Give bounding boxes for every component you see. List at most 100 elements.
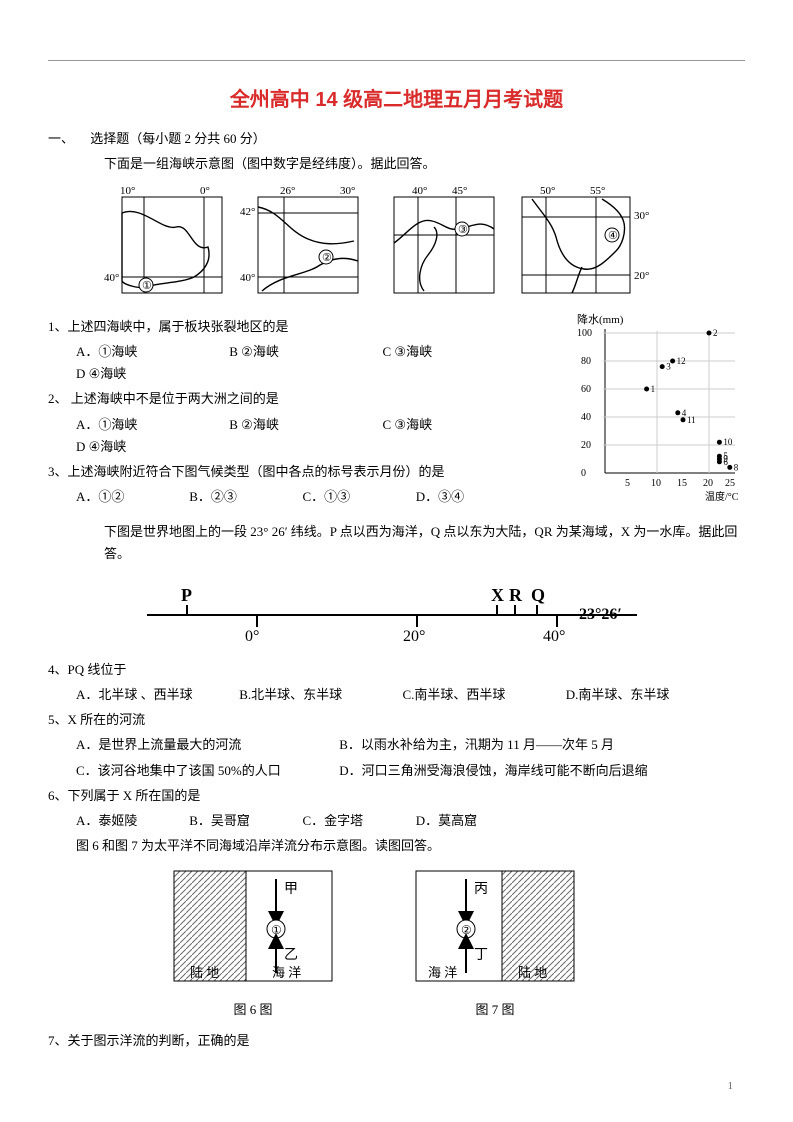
q4-stem: 4、PQ 线位于 [48, 659, 745, 681]
svg-text:55°: 55° [590, 185, 605, 197]
svg-text:10: 10 [723, 437, 733, 447]
fig6-caption: 图 6 图 [168, 999, 338, 1018]
svg-text:12: 12 [677, 356, 686, 366]
page-number: 1 [728, 1080, 734, 1092]
q6-b: B．吴哥窟 [189, 810, 299, 832]
svg-text:乙: 乙 [284, 947, 298, 963]
section-header: 一、 选择题（每小题 2 分共 60 分） [48, 128, 745, 150]
svg-text:海 洋: 海 洋 [272, 965, 301, 980]
q3-stem: 3、上述海峡附近符合下图气候类型（图中各点的标号表示月份）的是 [48, 461, 569, 483]
section-head: 选择题（每小题 2 分共 60 分） [90, 131, 266, 146]
q4-c: C.南半球、西半球 [403, 684, 563, 706]
q5-a: A．是世界上流量最大的河流 [76, 734, 336, 756]
svg-text:①: ① [271, 923, 282, 937]
fig6-col: 甲 ① 乙 陆 地 海 洋 图 6 图 [168, 865, 338, 1018]
q1-3-block: 1、上述四海峡中，属于板块张裂地区的是 A．①海峡 B ②海峡 C ③海峡 D … [48, 313, 745, 511]
svg-text:60: 60 [581, 384, 591, 395]
svg-text:0: 0 [581, 468, 586, 479]
pq-intro: 下图是世界地图上的一段 23° 26′ 纬线。P 点以西为海洋，Q 点以东为大陆… [48, 521, 745, 565]
svg-text:P: P [181, 585, 192, 605]
svg-text:23°26′: 23°26′ [579, 606, 622, 623]
q2-options: A．①海峡 B ②海峡 C ③海峡 D ④海峡 [48, 414, 569, 458]
q6-c: C．金字塔 [303, 810, 413, 832]
climate-scatter: 降水(mm) 0 20 40 60 80 100 5 10 15 [575, 313, 745, 503]
intro-1: 下面是一组海峡示意图（图中数字是经纬度）。据此回答。 [48, 153, 745, 175]
svg-text:0°: 0° [245, 628, 259, 645]
svg-text:①: ① [142, 280, 152, 292]
svg-text:8: 8 [734, 463, 739, 473]
q2-a: A．①海峡 [76, 414, 226, 436]
q4-a: A．北半球 、西半球 [76, 684, 236, 706]
q1-b: B ②海峡 [229, 341, 379, 363]
svg-text:海 洋: 海 洋 [428, 965, 457, 980]
svg-text:R: R [509, 585, 523, 605]
fig-intro: 图 6 和图 7 为太平洋不同海域沿岸洋流分布示意图。读图回答。 [48, 835, 745, 857]
svg-text:45°: 45° [452, 185, 467, 197]
q4-d: D.南半球、东半球 [566, 684, 726, 706]
svg-text:40°: 40° [543, 628, 565, 645]
svg-text:④: ④ [608, 230, 618, 242]
svg-text:丁: 丁 [474, 948, 488, 963]
q4-b: B.北半球、东半球 [239, 684, 399, 706]
q5-row1: A．是世界上流量最大的河流 B．以雨水补给为主，汛期为 11 月——次年 5 月 [48, 734, 745, 756]
svg-text:5: 5 [625, 478, 630, 489]
fig67-row: 甲 ① 乙 陆 地 海 洋 图 6 图 丙 [48, 865, 745, 1018]
q3-options: A．①② B．②③ C．①③ D．③④ [48, 486, 569, 508]
svg-text:40°: 40° [412, 185, 427, 197]
svg-text:甲: 甲 [284, 882, 298, 897]
svg-text:丙: 丙 [474, 882, 488, 897]
svg-text:X: X [491, 585, 504, 605]
svg-text:10°: 10° [120, 185, 135, 197]
svg-text:40°: 40° [240, 272, 255, 284]
svg-text:10: 10 [651, 478, 661, 489]
map-2: 26° 30° 42° 40° ② [240, 183, 368, 303]
q5-c: C．该河谷地集中了该国 50%的人口 [76, 760, 336, 782]
q6-stem: 6、下列属于 X 所在国的是 [48, 785, 745, 807]
svg-text:40°: 40° [104, 272, 119, 284]
svg-text:50°: 50° [540, 185, 555, 197]
svg-text:100: 100 [577, 328, 592, 339]
svg-text:20°: 20° [634, 270, 649, 282]
svg-text:30°: 30° [634, 210, 649, 222]
q5-d: D．河口三角洲受海浪侵蚀，海岸线可能不断向后退缩 [339, 763, 647, 778]
svg-text:②: ② [461, 923, 472, 937]
svg-text:陆 地: 陆 地 [518, 965, 547, 980]
q5-stem: 5、X 所在的河流 [48, 709, 745, 731]
q3-c: C．①③ [303, 486, 413, 508]
svg-text:3: 3 [666, 362, 671, 372]
svg-text:25: 25 [725, 478, 735, 489]
svg-text:40: 40 [581, 412, 591, 423]
q3-d: D．③④ [416, 486, 526, 508]
q1-c: C ③海峡 [383, 341, 533, 363]
q2-c: C ③海峡 [383, 414, 533, 436]
q2-b: B ②海峡 [229, 414, 379, 436]
svg-text:20°: 20° [403, 628, 425, 645]
q1-options: A．①海峡 B ②海峡 C ③海峡 D ④海峡 [48, 341, 569, 385]
svg-text:42°: 42° [240, 206, 255, 218]
q6-d: D．莫高窟 [416, 810, 526, 832]
svg-text:③: ③ [458, 224, 468, 236]
q3-b: B．②③ [189, 486, 299, 508]
pq-line: P X R Q 0° 20° 40° 23°26′ [117, 575, 677, 645]
q1-a: A．①海峡 [76, 341, 226, 363]
svg-text:15: 15 [677, 478, 687, 489]
q2-d: D ④海峡 [76, 436, 226, 458]
q2-stem: 2、 上述海峡中不是位于两大洲之间的是 [48, 388, 569, 410]
svg-text:②: ② [322, 252, 332, 264]
svg-text:2: 2 [713, 328, 718, 338]
q3-a: A．①② [76, 486, 186, 508]
fig7: 丙 ② 丁 海 洋 陆 地 [410, 865, 580, 995]
svg-text:26°: 26° [280, 185, 295, 197]
svg-text:0°: 0° [200, 185, 210, 197]
map-4: 50° 55° 30° 20° ④ [512, 183, 652, 303]
svg-text:6: 6 [723, 457, 728, 467]
exam-title: 全州高中 14 级高二地理五月月考试题 [48, 83, 745, 112]
strait-maps: 10° 0° 40° ① 26° 30° 42° 40° ② 4 [48, 183, 745, 303]
svg-text:20: 20 [581, 440, 591, 451]
fig7-col: 丙 ② 丁 海 洋 陆 地 图 7 图 [410, 865, 580, 1018]
q6-options: A．泰姬陵 B．吴哥窟 C．金字塔 D．莫高窟 [48, 810, 745, 832]
svg-text:20: 20 [703, 478, 713, 489]
q1-d: D ④海峡 [76, 363, 226, 385]
svg-text:30°: 30° [340, 185, 355, 197]
rule-top [48, 60, 745, 61]
